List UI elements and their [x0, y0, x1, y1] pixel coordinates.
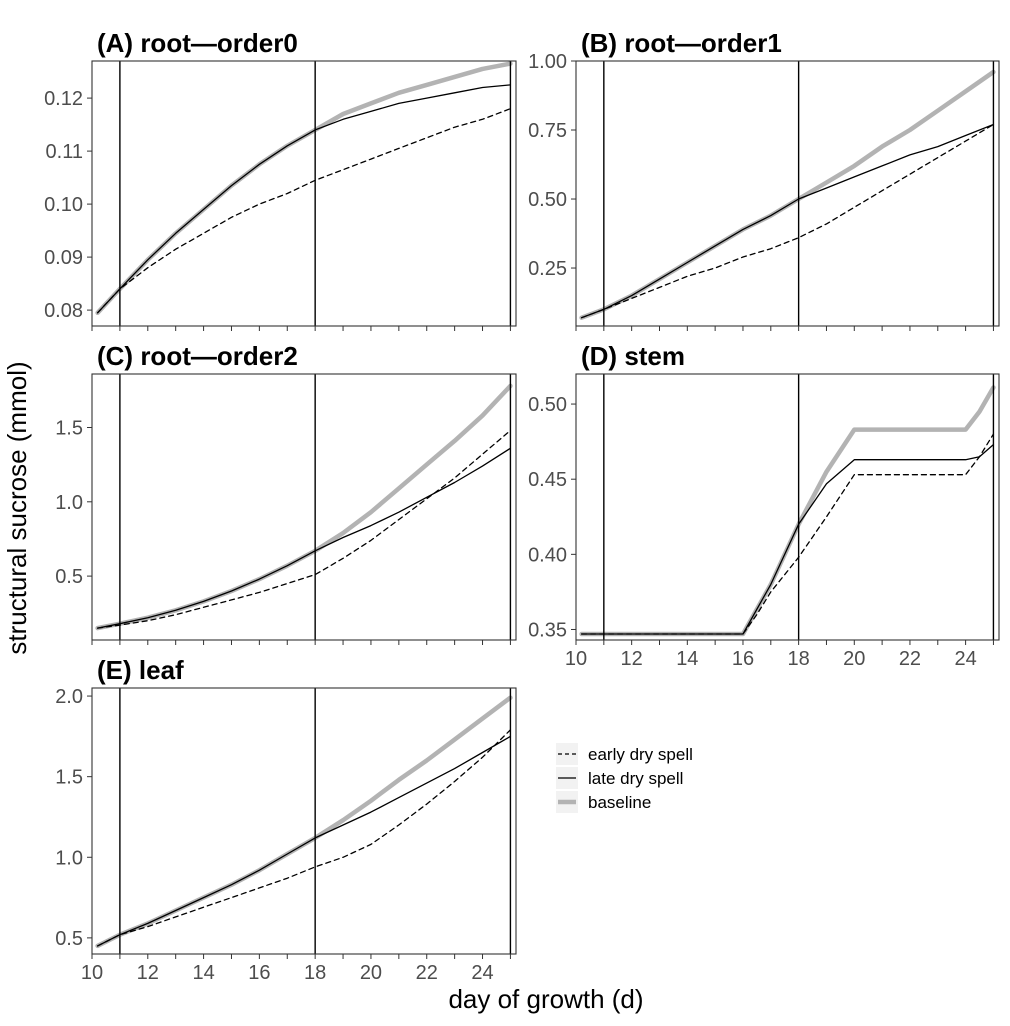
- y-tick-label: 0.11: [46, 141, 83, 163]
- x-tick-label: 18: [788, 648, 810, 670]
- y-tick-label: 0.5: [55, 928, 83, 950]
- series-line-early-dry-spell: [580, 433, 995, 635]
- panel-3: (C) root—order2 0.5 1.0 1.5: [55, 341, 517, 645]
- series-line-early-dry-spell: [96, 108, 512, 314]
- y-tick-label: 0.08: [44, 300, 83, 322]
- y-axis-title: structural sucrose (mmol): [2, 361, 32, 654]
- panel-2: (B) root—order1 0.25 0.50 0.75 1.00: [528, 28, 1000, 331]
- x-tick-label: 12: [621, 648, 643, 670]
- y-tick-label: 1.0: [55, 847, 83, 869]
- panel-border: [91, 60, 517, 327]
- y-tick-label: 0.45: [528, 469, 567, 491]
- panels: (A) root—order0 0.08 0.09 0.10 0.11 0.12 (B) r…: [44, 28, 1000, 984]
- y-tick-label: 0.09: [44, 247, 83, 269]
- y-tick-label: 0.5: [55, 566, 83, 588]
- y-tick-label: 2.0: [55, 686, 83, 708]
- x-tick-label: 14: [192, 962, 214, 984]
- legend-label-late-dry-spell: late dry spell: [588, 769, 683, 788]
- x-tick-label: 10: [81, 962, 103, 984]
- panel-title: (D) stem: [581, 341, 685, 371]
- series-line-late-dry-spell: [96, 84, 512, 314]
- x-axis-title: day of growth (d): [448, 984, 643, 1014]
- series-line-early-dry-spell: [96, 729, 512, 947]
- series-line-baseline: [579, 69, 996, 320]
- y-tick-label: 0.50: [528, 394, 567, 416]
- series-line-baseline: [95, 61, 513, 316]
- panel-border: [91, 373, 517, 641]
- y-tick-label: 0.50: [528, 189, 567, 211]
- y-tick-label: 0.35: [528, 619, 567, 641]
- panel-4: (D) stem 10 12 14 16 18 20 22 24 0.35 0.40 0.45 0.50: [528, 341, 1000, 670]
- panel-title: (B) root—order1: [581, 28, 782, 58]
- panel-title: (C) root—order2: [97, 341, 298, 371]
- y-tick-label: 1.5: [55, 767, 83, 789]
- series-line-baseline: [579, 385, 996, 637]
- x-tick-label: 12: [137, 962, 159, 984]
- panel-border: [91, 687, 517, 955]
- legend-label-early-dry-spell: early dry spell: [588, 745, 693, 764]
- series-line-late-dry-spell: [580, 123, 995, 319]
- y-tick-label: 0.75: [528, 120, 567, 142]
- y-tick-label: 0.12: [44, 88, 83, 110]
- y-tick-label: 0.10: [44, 194, 83, 216]
- panel-border: [575, 60, 1000, 327]
- series-line-baseline: [95, 383, 513, 631]
- series-line-early-dry-spell: [580, 123, 995, 319]
- panel-title: (E) leaf: [97, 655, 184, 685]
- x-tick-label: 20: [843, 648, 865, 670]
- series-line-late-dry-spell: [580, 443, 995, 635]
- x-tick-label: 24: [954, 648, 976, 670]
- legend-label-baseline: baseline: [588, 793, 651, 812]
- y-tick-label: 0.25: [528, 258, 567, 280]
- x-tick-label: 22: [899, 648, 921, 670]
- panel-title: (A) root—order0: [97, 28, 298, 58]
- x-tick-label: 18: [304, 962, 326, 984]
- series-line-baseline: [95, 695, 513, 949]
- x-tick-label: 20: [360, 962, 382, 984]
- x-tick-label: 14: [676, 648, 698, 670]
- x-tick-label: 16: [248, 962, 270, 984]
- y-tick-label: 1.5: [55, 417, 83, 439]
- panel-5: (E) leaf 10 12 14 16 18 20 22 24 0.5 1.0 1.5 2.0: [55, 655, 517, 984]
- y-tick-label: 1.00: [528, 51, 567, 73]
- panel-border: [575, 373, 1000, 641]
- x-tick-label: 22: [416, 962, 438, 984]
- legend: early dry spell late dry spell baseline: [556, 743, 693, 813]
- x-tick-label: 16: [732, 648, 754, 670]
- y-tick-label: 0.40: [528, 544, 567, 566]
- series-line-late-dry-spell: [96, 735, 512, 947]
- x-tick-label: 10: [565, 648, 587, 670]
- x-tick-label: 24: [471, 962, 493, 984]
- series-line-early-dry-spell: [96, 429, 512, 629]
- series-line-late-dry-spell: [96, 447, 512, 629]
- y-tick-label: 1.0: [55, 492, 83, 514]
- panel-1: (A) root—order0 0.08 0.09 0.10 0.11 0.12: [44, 28, 517, 331]
